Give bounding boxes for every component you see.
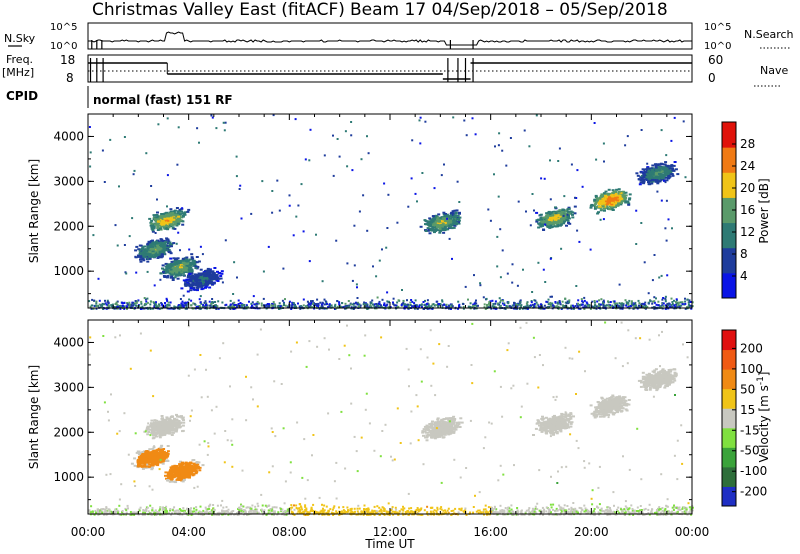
x-tick-label: 20:00 — [574, 525, 609, 539]
freq-tick-bottom: 8 — [66, 71, 74, 85]
freq-panel — [87, 54, 693, 83]
velocity-heatmap — [88, 321, 694, 516]
colorbar-tick-label: 4 — [740, 269, 748, 283]
y-tick-label: 4000 — [53, 335, 84, 349]
colorbar-tick-label: 100 — [740, 362, 763, 376]
x-axis-label: Time UT — [364, 537, 415, 551]
nave-tick-top: 60 — [708, 53, 723, 67]
colorbar-tick-label: 28 — [740, 137, 755, 151]
x-tick-label: 00:00 — [71, 525, 106, 539]
colorbar-tick-label: 20 — [740, 181, 755, 195]
colorbar-tick-label: -100 — [740, 464, 767, 478]
x-tick-label: 16:00 — [473, 525, 508, 539]
y-tick-label: 1000 — [53, 470, 84, 484]
colorbar-tick-label: 200 — [740, 341, 763, 355]
freq-trace — [88, 58, 692, 82]
velocity-y-ticks: 1000 2000 3000 4000 — [53, 320, 693, 514]
x-tick-label: 08:00 — [272, 525, 307, 539]
power-y-ticks: 1000 2000 3000 4000 — [53, 114, 693, 308]
cpid-label: CPID — [6, 89, 38, 103]
power-colorbar-label: Power [dB] — [757, 178, 771, 243]
nave-label: Nave — [760, 64, 788, 77]
colorbar-tick-label: 16 — [740, 203, 755, 217]
time-x-ticks: 00:00 04:00 08:00 12:00 16:00 20:00 00:00 — [71, 525, 710, 539]
nsearch-label: N.Search — [744, 28, 794, 41]
colorbar-tick-label: 50 — [740, 382, 755, 396]
colorbar-tick-label: -50 — [740, 444, 760, 458]
site-title: Christmas Valley East (fitACF) — [92, 0, 345, 20]
colorbar-tick-label: 8 — [740, 247, 748, 261]
x-tick-label: 00:00 — [675, 525, 710, 539]
y-tick-label: 2000 — [53, 425, 84, 439]
nsearch-tick-top: 10^5 — [704, 22, 731, 33]
y-tick-label: 1000 — [53, 264, 84, 278]
cpid-text: normal (fast) 151 RF — [93, 93, 233, 107]
colorbar-tick-label: 24 — [740, 159, 755, 173]
freq-tick-top: 18 — [60, 53, 75, 67]
power-heatmap — [88, 114, 694, 310]
velocity-y-axis-label: Slant Range [km] — [27, 365, 41, 469]
nsky-label: N.Sky — [4, 32, 36, 45]
x-tick-label: 04:00 — [171, 525, 206, 539]
y-tick-label: 3000 — [53, 380, 84, 394]
freq-label-1: Freq. — [6, 53, 33, 66]
y-tick-label: 4000 — [53, 129, 84, 143]
power-y-axis-label: Slant Range [km] — [27, 159, 41, 263]
colorbar-tick-label: 12 — [740, 225, 755, 239]
velocity-colorbar: 200 100 50 15 -15 -50 -100 -200 — [721, 329, 767, 507]
nsky-tick-bottom: 10^0 — [50, 41, 77, 52]
nave-tick-bottom: 0 — [708, 71, 716, 85]
colorbar-tick-label: -200 — [740, 485, 767, 499]
colorbar-tick-label: 15 — [740, 403, 755, 417]
power-colorbar: 4 8 12 16 20 24 28 — [721, 121, 755, 299]
freq-label-2: [MHz] — [2, 66, 34, 79]
nsky-panel — [87, 22, 693, 50]
nsky-tick-top: 10^5 — [50, 22, 77, 33]
nsearch-tick-bottom: 10^0 — [704, 41, 731, 52]
y-tick-label: 2000 — [53, 219, 84, 233]
velocity-colorbar-label: Velocity [m s-1] — [756, 372, 771, 463]
colorbar-tick-label: -15 — [740, 423, 760, 437]
beam-date-title: Beam 17 04/Sep/2018 – 05/Sep/2018 — [350, 0, 668, 20]
x-tick-label: 12:00 — [373, 525, 408, 539]
y-tick-label: 3000 — [53, 174, 84, 188]
nsky-trace — [88, 31, 692, 49]
